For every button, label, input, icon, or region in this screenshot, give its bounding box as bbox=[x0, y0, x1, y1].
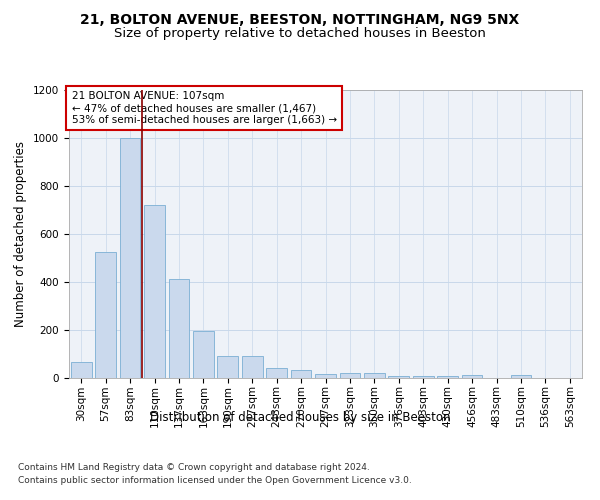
Bar bbox=[388, 376, 409, 378]
Bar bbox=[340, 372, 361, 378]
Bar bbox=[119, 138, 140, 378]
Bar bbox=[95, 252, 116, 378]
Bar bbox=[169, 280, 190, 378]
Bar bbox=[413, 376, 434, 378]
Text: 21, BOLTON AVENUE, BEESTON, NOTTINGHAM, NG9 5NX: 21, BOLTON AVENUE, BEESTON, NOTTINGHAM, … bbox=[80, 12, 520, 26]
Bar bbox=[511, 375, 532, 378]
Bar bbox=[437, 376, 458, 378]
Bar bbox=[242, 356, 263, 378]
Bar bbox=[364, 373, 385, 378]
Text: 21 BOLTON AVENUE: 107sqm
← 47% of detached houses are smaller (1,467)
53% of sem: 21 BOLTON AVENUE: 107sqm ← 47% of detach… bbox=[71, 92, 337, 124]
Text: Size of property relative to detached houses in Beeston: Size of property relative to detached ho… bbox=[114, 28, 486, 40]
Bar bbox=[290, 370, 311, 378]
Bar bbox=[266, 368, 287, 378]
Bar bbox=[315, 374, 336, 378]
Bar bbox=[193, 331, 214, 378]
Text: Contains HM Land Registry data © Crown copyright and database right 2024.: Contains HM Land Registry data © Crown c… bbox=[18, 462, 370, 471]
Y-axis label: Number of detached properties: Number of detached properties bbox=[14, 141, 28, 327]
Bar bbox=[217, 356, 238, 378]
Text: Distribution of detached houses by size in Beeston: Distribution of detached houses by size … bbox=[150, 411, 450, 424]
Bar bbox=[461, 375, 482, 378]
Text: Contains public sector information licensed under the Open Government Licence v3: Contains public sector information licen… bbox=[18, 476, 412, 485]
Bar bbox=[144, 205, 165, 378]
Bar bbox=[71, 362, 92, 378]
